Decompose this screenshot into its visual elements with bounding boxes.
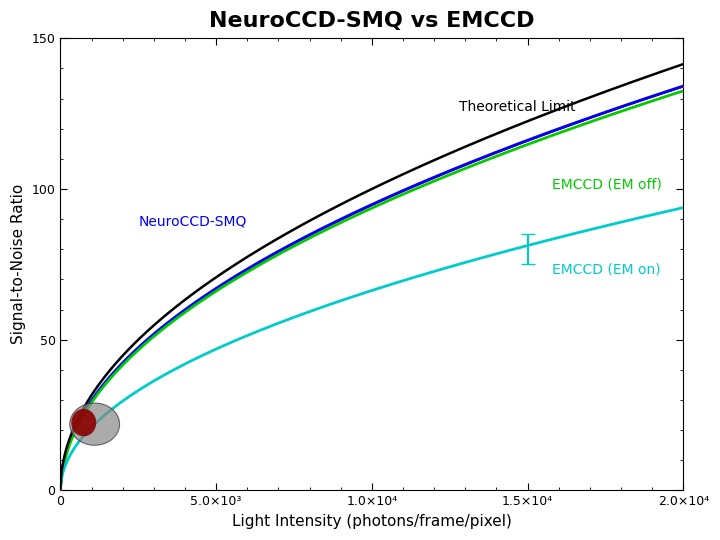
Text: EMCCD (EM off): EMCCD (EM off) [552, 178, 662, 192]
Text: NeuroCCD-SMQ: NeuroCCD-SMQ [138, 214, 247, 228]
Y-axis label: Signal-to-Noise Ratio: Signal-to-Noise Ratio [11, 184, 26, 345]
X-axis label: Light Intensity (photons/frame/pixel): Light Intensity (photons/frame/pixel) [232, 514, 512, 529]
Text: Theoretical Limit: Theoretical Limit [459, 99, 576, 113]
Ellipse shape [70, 403, 120, 445]
Title: NeuroCCD-SMQ vs EMCCD: NeuroCCD-SMQ vs EMCCD [209, 11, 534, 31]
Ellipse shape [71, 409, 96, 436]
Text: EMCCD (EM on): EMCCD (EM on) [552, 262, 661, 276]
